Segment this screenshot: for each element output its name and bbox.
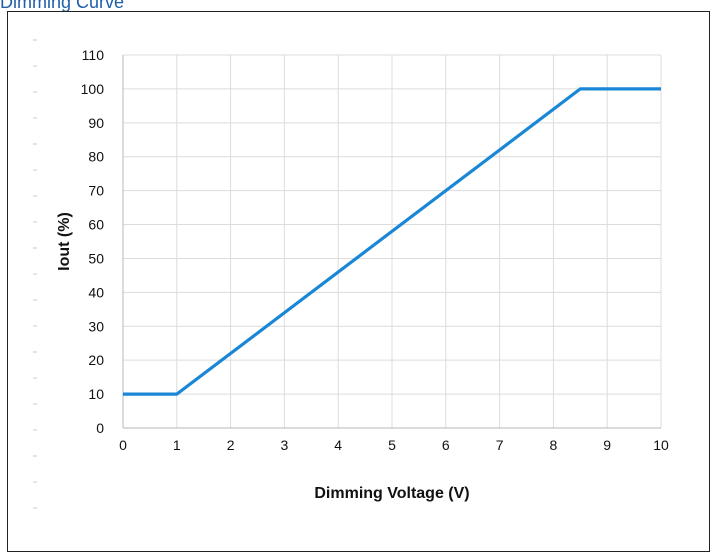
y-tick-label: 30 bbox=[88, 318, 104, 334]
y-tick-label: 80 bbox=[88, 149, 104, 165]
plot-border bbox=[122, 55, 661, 429]
series-group bbox=[123, 87, 661, 396]
y-tick-label: 0 bbox=[96, 420, 104, 436]
series-line-0 bbox=[123, 87, 661, 396]
chart-heading: Dimming Curve bbox=[0, 0, 125, 12]
x-tick-labels: 0 1 2 3 4 5 6 7 8 9 10 bbox=[119, 437, 669, 453]
y-tick-label: 40 bbox=[88, 284, 104, 300]
y-tick-label: 50 bbox=[88, 250, 104, 266]
margin-dashes bbox=[33, 39, 37, 509]
y-tick-label: 10 bbox=[88, 386, 104, 402]
y-tick-label: 20 bbox=[88, 352, 104, 368]
x-tick-label: 7 bbox=[496, 437, 504, 453]
x-tick-label: 9 bbox=[603, 437, 611, 453]
y-tick-label: 70 bbox=[88, 183, 104, 199]
y-tick-labels: 0 10 20 30 40 50 60 70 80 90 100 110 bbox=[81, 47, 105, 436]
x-tick-label: 2 bbox=[227, 437, 235, 453]
y-tick-label: 90 bbox=[88, 115, 104, 131]
x-tick-label: 0 bbox=[119, 437, 127, 453]
y-tick-label: 100 bbox=[81, 81, 105, 97]
x-tick-label: 5 bbox=[388, 437, 396, 453]
x-tick-label: 1 bbox=[173, 437, 181, 453]
x-tick-label: 10 bbox=[653, 437, 669, 453]
x-axis-label: Dimming Voltage (V) bbox=[314, 485, 469, 502]
y-axis-label: Iout (%) bbox=[56, 212, 73, 271]
x-tick-label: 3 bbox=[281, 437, 289, 453]
y-tick-label: 110 bbox=[82, 47, 105, 63]
x-tick-label: 4 bbox=[334, 437, 342, 453]
chart-frame bbox=[7, 11, 710, 552]
x-tick-label: 8 bbox=[550, 437, 558, 453]
y-tick-label: 60 bbox=[88, 217, 104, 233]
x-tick-label: 6 bbox=[442, 437, 450, 453]
